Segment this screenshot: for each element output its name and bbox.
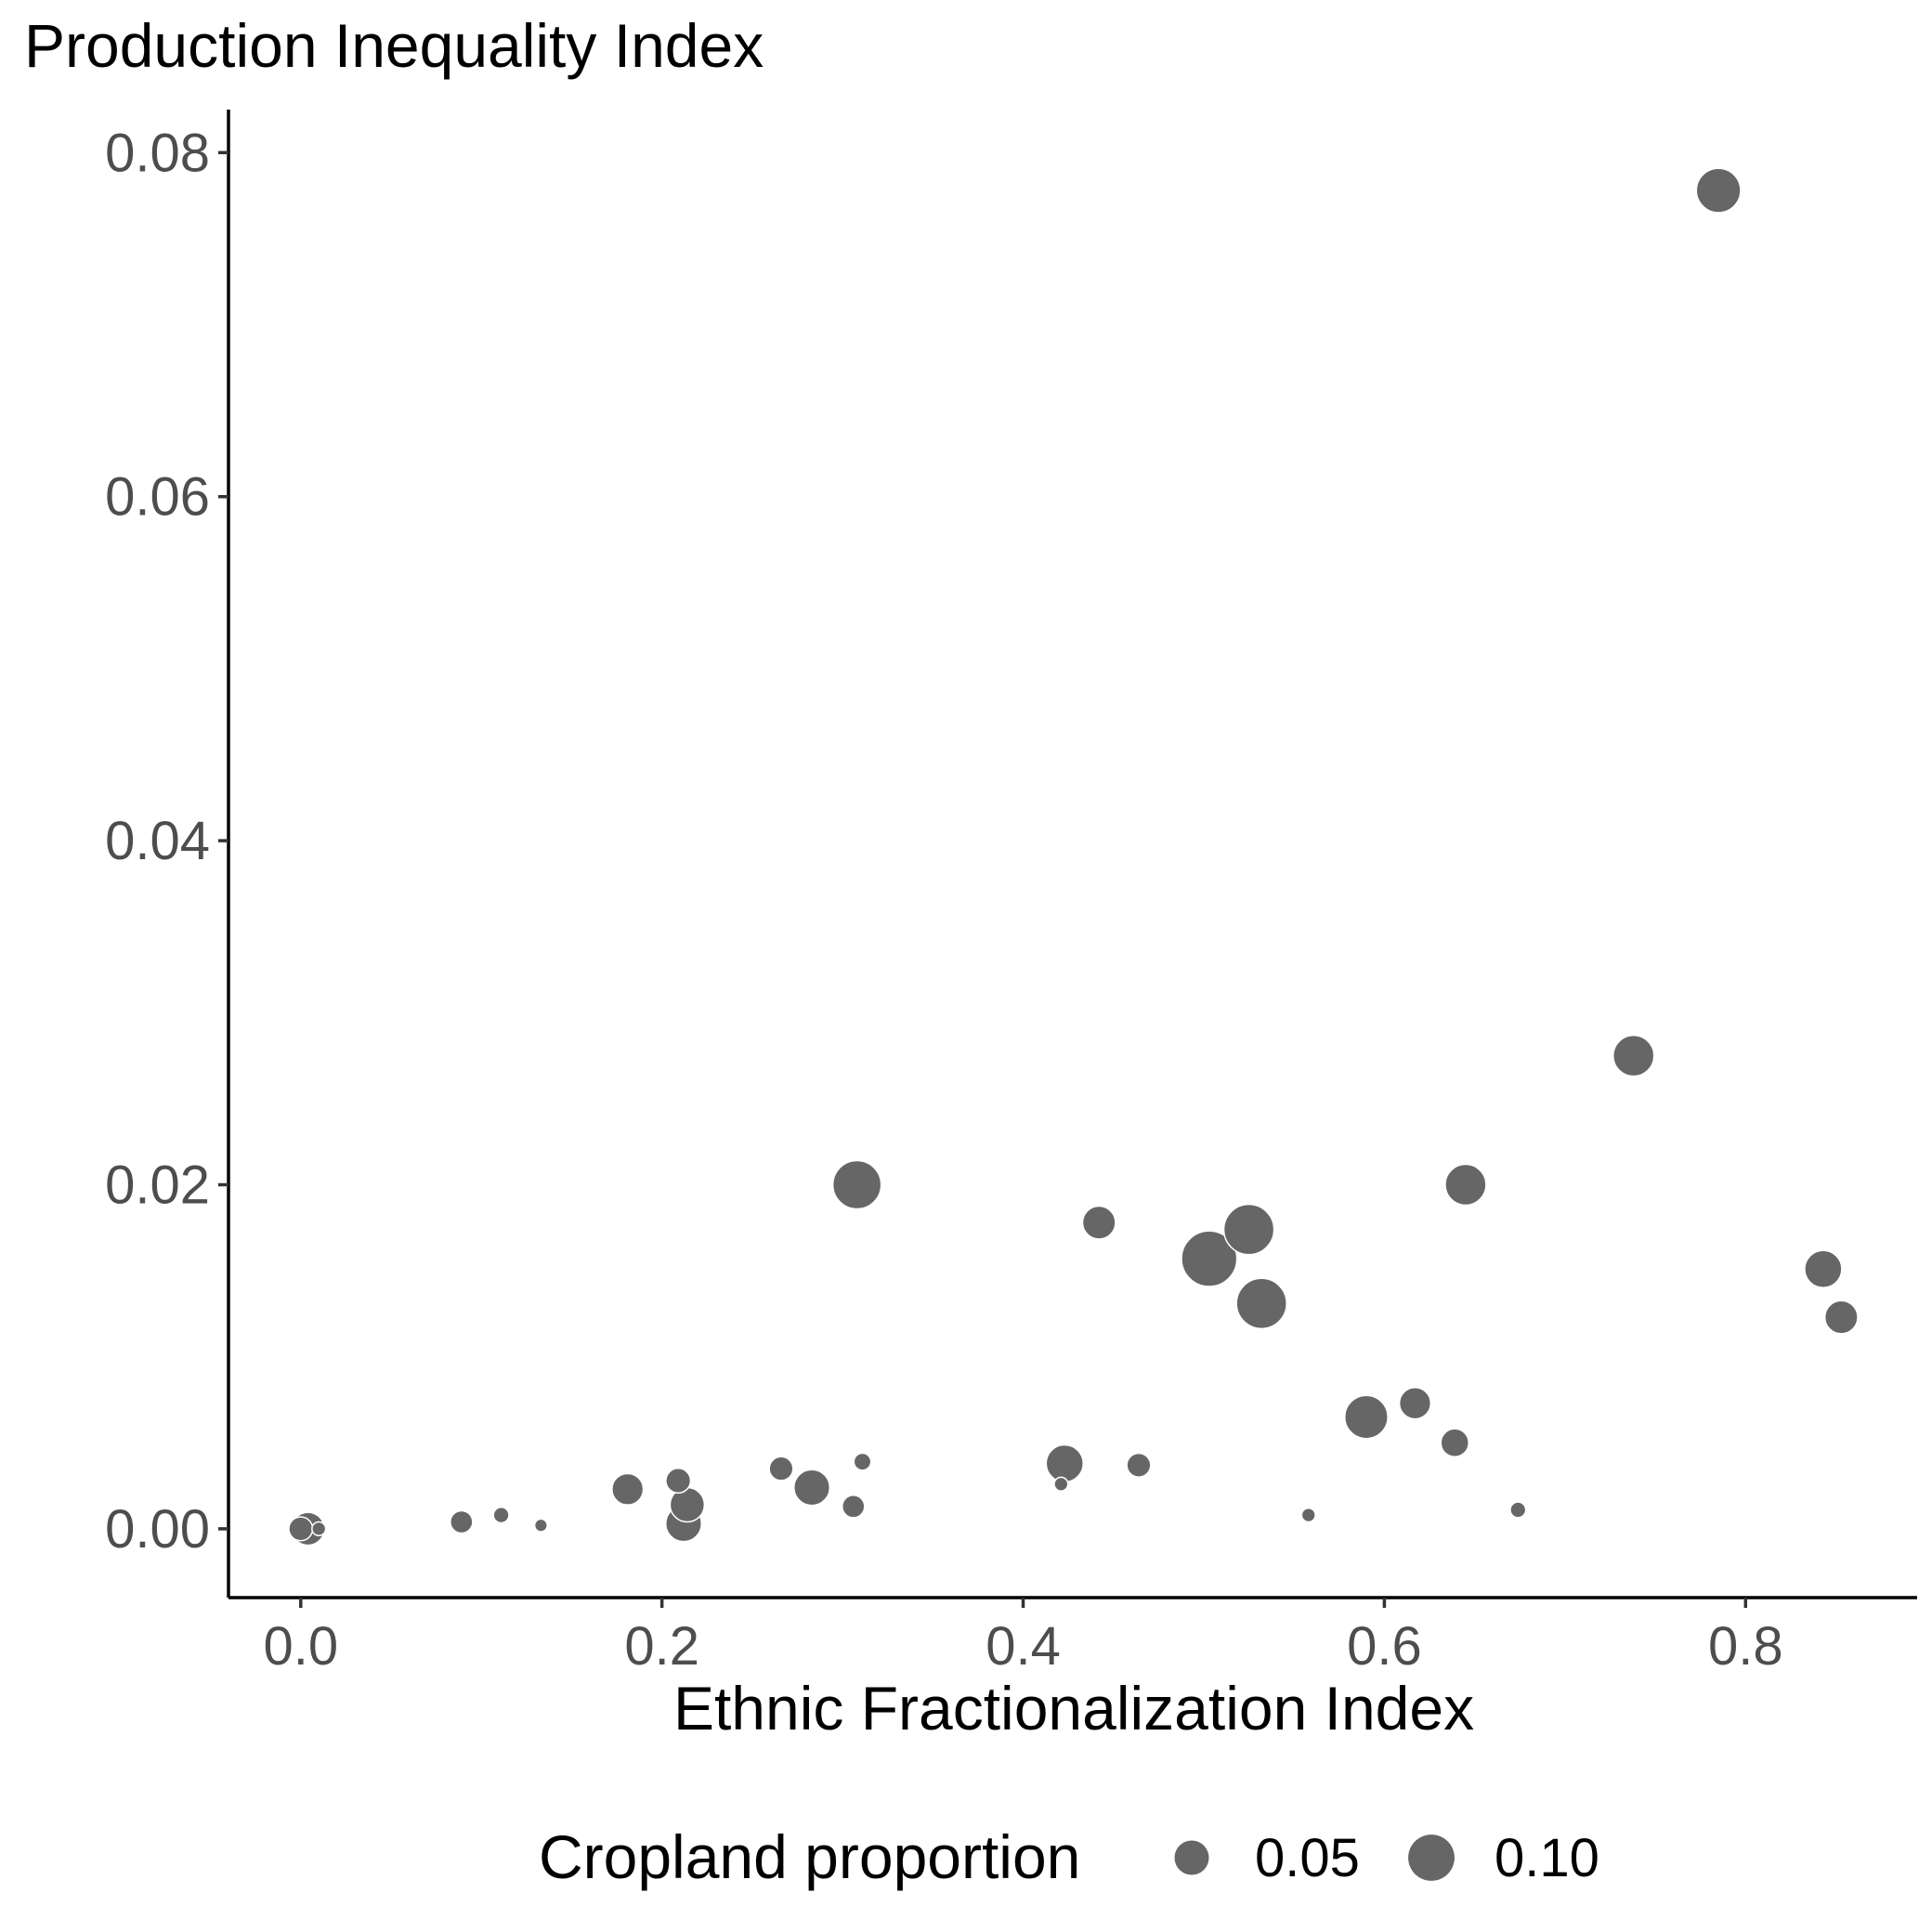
scatter-point xyxy=(1181,1230,1238,1287)
x-tick-label: 0.0 xyxy=(263,1616,338,1677)
scatter-point xyxy=(611,1472,645,1506)
legend-keys: 0.05 0.10 xyxy=(1174,1828,1599,1888)
x-tick-label: 0.6 xyxy=(1347,1616,1422,1677)
scatter-point xyxy=(665,1468,692,1495)
scatter-point xyxy=(1235,1277,1287,1330)
legend-key-label: 0.10 xyxy=(1495,1828,1599,1888)
scatter-point xyxy=(1695,167,1742,214)
scatter-point xyxy=(288,1516,314,1542)
x-axis-title: Ethnic Fractionalization Index xyxy=(673,1674,1474,1743)
legend-title: Cropland proportion xyxy=(539,1822,1080,1891)
x-tick-label: 0.4 xyxy=(986,1616,1061,1677)
scatter-point xyxy=(1823,1299,1859,1335)
legend: Cropland proportion 0.05 0.10 xyxy=(539,1822,1599,1891)
y-axis-ticks: 0.00 0.02 0.04 0.06 0.08 xyxy=(105,123,228,1560)
legend-key-label: 0.05 xyxy=(1255,1828,1360,1888)
scatter-point xyxy=(1804,1249,1843,1288)
scatter-point xyxy=(1222,1203,1275,1256)
scatter-point xyxy=(1344,1394,1389,1440)
scatter-point xyxy=(1509,1501,1527,1519)
scatter-point xyxy=(1612,1034,1655,1077)
scatter-point xyxy=(1081,1205,1116,1240)
scatter-point xyxy=(1045,1443,1084,1483)
x-tick-label: 0.2 xyxy=(624,1616,699,1677)
points-layer xyxy=(288,167,1859,1547)
y-axis-title: Production Inequality Index xyxy=(24,11,764,80)
scatter-point xyxy=(853,1452,872,1471)
legend-key-symbol xyxy=(1408,1834,1455,1881)
scatter-point xyxy=(841,1495,866,1519)
scatter-point xyxy=(1300,1507,1316,1523)
legend-key-symbol xyxy=(1174,1840,1209,1875)
scatter-point xyxy=(533,1518,548,1533)
scatter-point xyxy=(1440,1428,1469,1458)
y-tick-label: 0.00 xyxy=(105,1499,210,1560)
scatter-point xyxy=(1444,1163,1487,1207)
y-tick-label: 0.08 xyxy=(105,123,210,183)
scatter-point xyxy=(1053,1476,1069,1492)
scatter-point xyxy=(450,1509,474,1534)
x-axis-ticks: 0.0 0.2 0.4 0.6 0.8 xyxy=(263,1598,1783,1677)
scatter-point xyxy=(793,1469,831,1507)
scatter-point xyxy=(492,1506,510,1524)
y-tick-label: 0.02 xyxy=(105,1155,210,1216)
scatter-point xyxy=(768,1456,794,1482)
scatter-point xyxy=(1126,1452,1152,1478)
y-tick-label: 0.06 xyxy=(105,467,210,528)
scatter-point xyxy=(1398,1387,1432,1420)
scatter-point xyxy=(311,1521,327,1537)
scatter-point xyxy=(831,1159,882,1210)
x-tick-label: 0.8 xyxy=(1708,1616,1783,1677)
y-tick-label: 0.04 xyxy=(105,811,210,871)
